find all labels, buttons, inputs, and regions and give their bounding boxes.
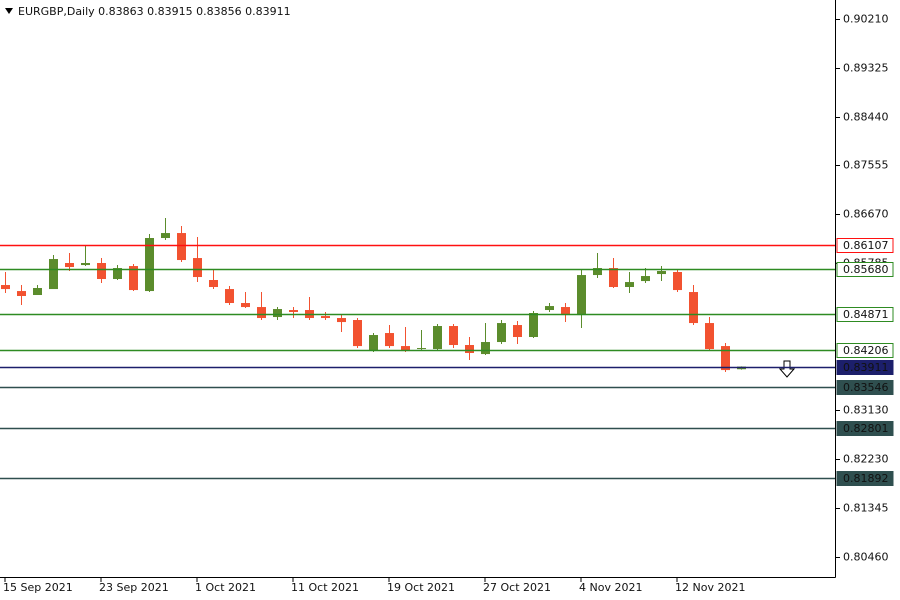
candle-body [657,271,666,275]
x-tick-label: 1 Oct 2021 [195,581,256,594]
level-label-box [836,307,894,322]
level-label: 0.84871 [843,308,889,321]
y-tick-label: 0.90210 [843,13,889,26]
candle-body [161,233,170,239]
candle-body [1,285,10,290]
candle-body [337,318,346,323]
candle-body [17,291,26,297]
candle-body [49,259,58,290]
candle-body [705,323,714,350]
level-label-box [836,238,894,253]
candle-body [673,272,682,291]
candle-body [273,309,282,318]
level-label: 0.85680 [843,263,889,276]
y-tick-label: 0.81345 [843,502,889,515]
candle-body [257,307,266,319]
level-label: 0.82801 [843,422,889,435]
x-tick-label: 27 Oct 2021 [483,581,551,594]
sell-arrow [778,360,796,378]
symbol-menu[interactable] [5,8,13,14]
candle-body [593,268,602,276]
level-label: 0.86107 [843,239,889,252]
candle-body [145,238,154,292]
candle-body [321,316,330,319]
candle-body [513,325,522,338]
level-label: 0.84206 [843,344,889,357]
candle-body [177,233,186,261]
level-label-box [836,262,894,277]
x-tick-label: 12 Nov 2021 [675,581,745,594]
candle-body [561,307,570,316]
candle-body [625,282,634,288]
candle-body [449,326,458,346]
level-label-box [836,471,894,486]
x-tick-label: 4 Nov 2021 [579,581,642,594]
candle-body [33,288,42,296]
candle-body [577,275,586,316]
candle-body [545,306,554,311]
candle-body [209,280,218,288]
candle-body [289,310,298,313]
candle-body [609,268,618,288]
y-tick-label: 0.80460 [843,551,889,564]
candle-body [129,266,138,291]
candle-body [353,320,362,347]
candle-body [369,335,378,351]
y-tick-label: 0.82230 [843,453,889,466]
candle-body [241,303,250,308]
candle-body [401,346,410,352]
level-label: 0.83546 [843,381,889,394]
x-tick-label: 15 Sep 2021 [3,581,73,594]
level-label: 0.83911 [843,361,889,374]
level-label: 0.81892 [843,472,889,485]
candle-body [481,342,490,355]
candle-body [497,323,506,343]
candle-body [385,333,394,347]
level-label-box [836,360,894,375]
y-tick-label: 0.86670 [843,208,889,221]
candle-body [225,289,234,304]
candle-body [689,292,698,324]
candle-body [641,276,650,282]
candle-body [193,258,202,278]
candle-body [433,326,442,350]
y-tick-label: 0.88440 [843,111,889,124]
candle-body [417,348,426,350]
candle-body [465,345,474,354]
candle-body [97,263,106,280]
level-label-box [836,421,894,436]
candle-body [81,263,90,266]
y-tick-label: 0.89325 [843,62,889,75]
candle-body [721,346,730,371]
candle-body [113,268,122,280]
y-tick-label: 0.87555 [843,159,889,172]
x-tick-label: 23 Sep 2021 [99,581,169,594]
candle-body [65,263,74,268]
x-tick-label: 19 Oct 2021 [387,581,455,594]
level-label-box [836,380,894,395]
x-tick-label: 11 Oct 2021 [291,581,359,594]
level-label-box [836,343,894,358]
chart-title: EURGBP,Daily 0.83863 0.83915 0.83856 0.8… [18,5,291,18]
y-tick-label: 0.83130 [843,404,889,417]
candle-body [529,313,538,338]
